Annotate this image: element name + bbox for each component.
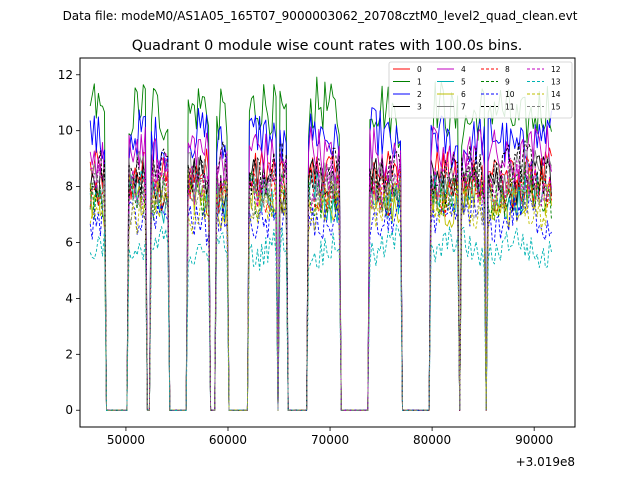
series-line-4 <box>89 125 552 411</box>
series-layer <box>89 76 552 411</box>
legend-label-7: 7 <box>461 103 466 112</box>
series-line-13 <box>89 224 552 411</box>
legend-label-4: 4 <box>461 65 466 74</box>
legend-frame <box>388 61 573 119</box>
legend-label-6: 6 <box>461 90 466 99</box>
legend-label-10: 10 <box>505 90 515 99</box>
series-line-9 <box>89 161 552 411</box>
x-tick-label: 70000 <box>311 433 349 447</box>
y-tick-label: 10 <box>58 124 73 138</box>
x-offset-label: +3.019e8 <box>516 455 575 469</box>
legend-label-1: 1 <box>417 78 422 87</box>
legend-label-0: 0 <box>417 65 422 74</box>
x-tick-label: 80000 <box>413 433 451 447</box>
y-tick-label: 12 <box>58 68 73 82</box>
legend-label-12: 12 <box>551 65 561 74</box>
chart-title: Quadrant 0 module wise count rates with … <box>132 38 523 54</box>
legend-label-14: 14 <box>551 90 561 99</box>
series-line-15 <box>89 168 552 411</box>
legend-label-9: 9 <box>505 78 510 87</box>
legend-label-2: 2 <box>417 90 422 99</box>
series-line-11 <box>89 140 552 411</box>
y-tick-label: 0 <box>65 403 73 417</box>
legend-label-8: 8 <box>505 65 510 74</box>
y-tick-label: 8 <box>65 180 73 194</box>
y-tick-label: 6 <box>65 236 73 250</box>
y-tick-label: 2 <box>65 347 73 361</box>
legend-label-3: 3 <box>417 103 422 112</box>
suptitle: Data file: modeM0/AS1A05_165T07_90000030… <box>63 9 578 23</box>
series-line-12 <box>90 150 552 411</box>
x-axis: 50000 60000 70000 80000 90000 <box>107 427 553 447</box>
legend-label-5: 5 <box>461 78 466 87</box>
legend-label-11: 11 <box>505 103 515 112</box>
x-tick-label: 90000 <box>515 433 553 447</box>
legend-label-15: 15 <box>551 103 561 112</box>
legend-label-13: 13 <box>551 78 561 87</box>
y-axis: 0 2 4 6 8 10 12 <box>58 68 80 417</box>
y-tick-label: 4 <box>65 291 73 305</box>
x-tick-label: 60000 <box>209 433 247 447</box>
x-tick-label: 50000 <box>107 433 145 447</box>
series-line-14 <box>89 178 552 411</box>
series-line-10 <box>89 190 552 411</box>
